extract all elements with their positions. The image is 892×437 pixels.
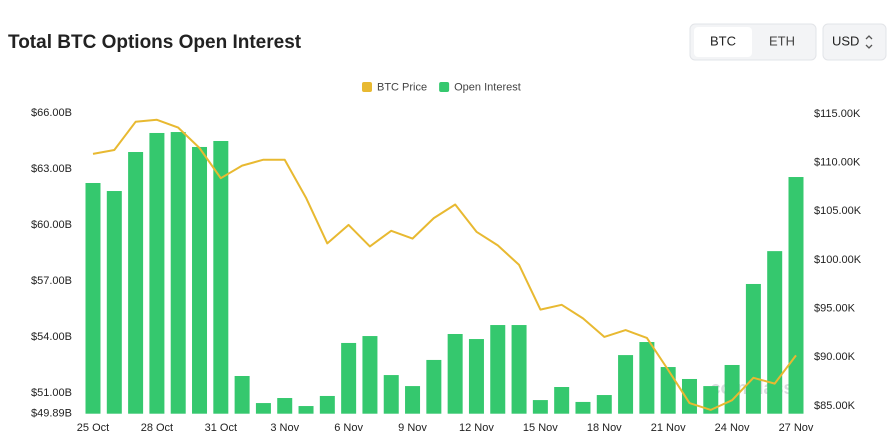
y-tick-label: $66.00B	[31, 107, 72, 119]
y2-tick-label: $85.00K	[814, 400, 856, 412]
bar	[490, 325, 506, 414]
bar	[170, 132, 186, 414]
y-tick-label: $63.00B	[31, 163, 72, 175]
y-tick-label: $51.00B	[31, 387, 72, 399]
bar	[447, 333, 463, 414]
bar	[660, 367, 676, 414]
y-tick-label: $49.89B	[31, 408, 72, 420]
bar	[213, 140, 229, 414]
y2-tick-label: $100.00K	[814, 254, 862, 266]
select-icon	[865, 35, 873, 49]
chart-title: Total BTC Options Open Interest	[8, 32, 302, 53]
x-tick-label: 9 Nov	[398, 422, 427, 434]
x-tick-label: 3 Nov	[270, 422, 299, 434]
bar	[362, 336, 378, 414]
y2-tick-label: $105.00K	[814, 205, 862, 217]
bar	[149, 132, 165, 414]
x-tick-label: 25 Oct	[77, 422, 109, 434]
bar	[234, 375, 250, 414]
bar	[618, 355, 634, 414]
y-tick-label: $57.00B	[31, 275, 72, 287]
bar	[575, 401, 591, 414]
bar	[341, 342, 357, 414]
bar	[85, 182, 101, 414]
bar	[383, 375, 399, 414]
y2-tick-label: $95.00K	[814, 303, 856, 315]
bar	[745, 283, 761, 414]
bar	[319, 395, 335, 414]
x-tick-label: 28 Oct	[141, 422, 173, 434]
y2-tick-label: $115.00K	[814, 108, 861, 120]
bar	[255, 403, 271, 414]
coin-btn-bg	[694, 27, 752, 57]
x-tick-label: 6 Nov	[334, 422, 363, 434]
coin-button[interactable]: ETH	[769, 33, 795, 48]
bar	[767, 251, 783, 414]
bar	[532, 400, 548, 414]
bar	[596, 395, 612, 414]
bar	[724, 364, 740, 414]
currency-select[interactable]	[822, 23, 887, 61]
x-tick-label: 21 Nov	[651, 422, 686, 434]
bar	[298, 406, 314, 414]
legend-swatch	[439, 82, 450, 92]
x-tick-label: 24 Nov	[715, 422, 750, 434]
x-tick-label: 31 Oct	[205, 422, 237, 434]
bar	[639, 342, 655, 414]
currency-label: USD	[832, 33, 859, 48]
bar	[192, 146, 208, 414]
x-tick-label: 12 Nov	[459, 422, 494, 434]
legend-label: BTC Price	[377, 81, 427, 93]
legend-label: Open Interest	[454, 81, 521, 93]
bar	[554, 387, 570, 414]
bar	[128, 152, 144, 414]
y2-tick-label: $90.00K	[814, 351, 856, 363]
y-tick-label: $60.00B	[31, 219, 72, 231]
legend-swatch	[362, 82, 372, 92]
y-tick-label: $54.00B	[31, 331, 72, 343]
x-tick-label: 18 Nov	[587, 422, 622, 434]
price-line	[92, 118, 797, 411]
bar	[106, 191, 122, 414]
x-tick-label: 15 Nov	[523, 422, 558, 434]
bar	[788, 177, 804, 414]
coin-button[interactable]: BTC	[710, 33, 736, 48]
x-tick-label: 27 Nov	[779, 422, 814, 434]
bar	[703, 386, 719, 414]
bar	[468, 339, 484, 414]
bar	[511, 325, 527, 414]
bar	[277, 398, 293, 414]
y2-tick-label: $110.00K	[814, 157, 861, 169]
bar	[426, 359, 442, 414]
bar	[405, 386, 421, 414]
